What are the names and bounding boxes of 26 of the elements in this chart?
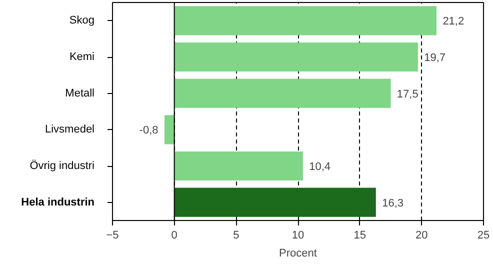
bar [174, 78, 391, 108]
bar [164, 115, 174, 144]
y-tick-label: Skog [69, 14, 95, 27]
x-tick-label: 10 [292, 230, 304, 242]
y-tick-label: Livsmedel [44, 124, 95, 136]
x-tick-label: 0 [171, 230, 178, 242]
data-label: 17,5 [396, 88, 418, 100]
x-tick-label: 15 [354, 230, 366, 242]
x-tick-label: 25 [477, 230, 490, 242]
x-tick-label: −5 [106, 230, 119, 242]
data-label: 16,3 [382, 197, 404, 210]
y-tick-label: Hela industrin [21, 196, 95, 208]
y-tick-label: Kemi [69, 51, 94, 63]
bar [174, 42, 418, 72]
data-label: 19,7 [424, 52, 446, 64]
data-label: 21,2 [442, 16, 464, 28]
data-label: -0,8 [139, 124, 158, 137]
data-label: 10,4 [309, 161, 331, 173]
bar [174, 151, 303, 181]
bar [174, 6, 437, 36]
y-tick-label: Övrig industri [30, 159, 94, 172]
y-tick-label: Metall [65, 87, 94, 100]
x-axis-title: Procent [279, 248, 317, 260]
bar [174, 188, 376, 217]
x-tick-label: 5 [233, 230, 240, 242]
x-tick-label: 20 [416, 230, 428, 242]
